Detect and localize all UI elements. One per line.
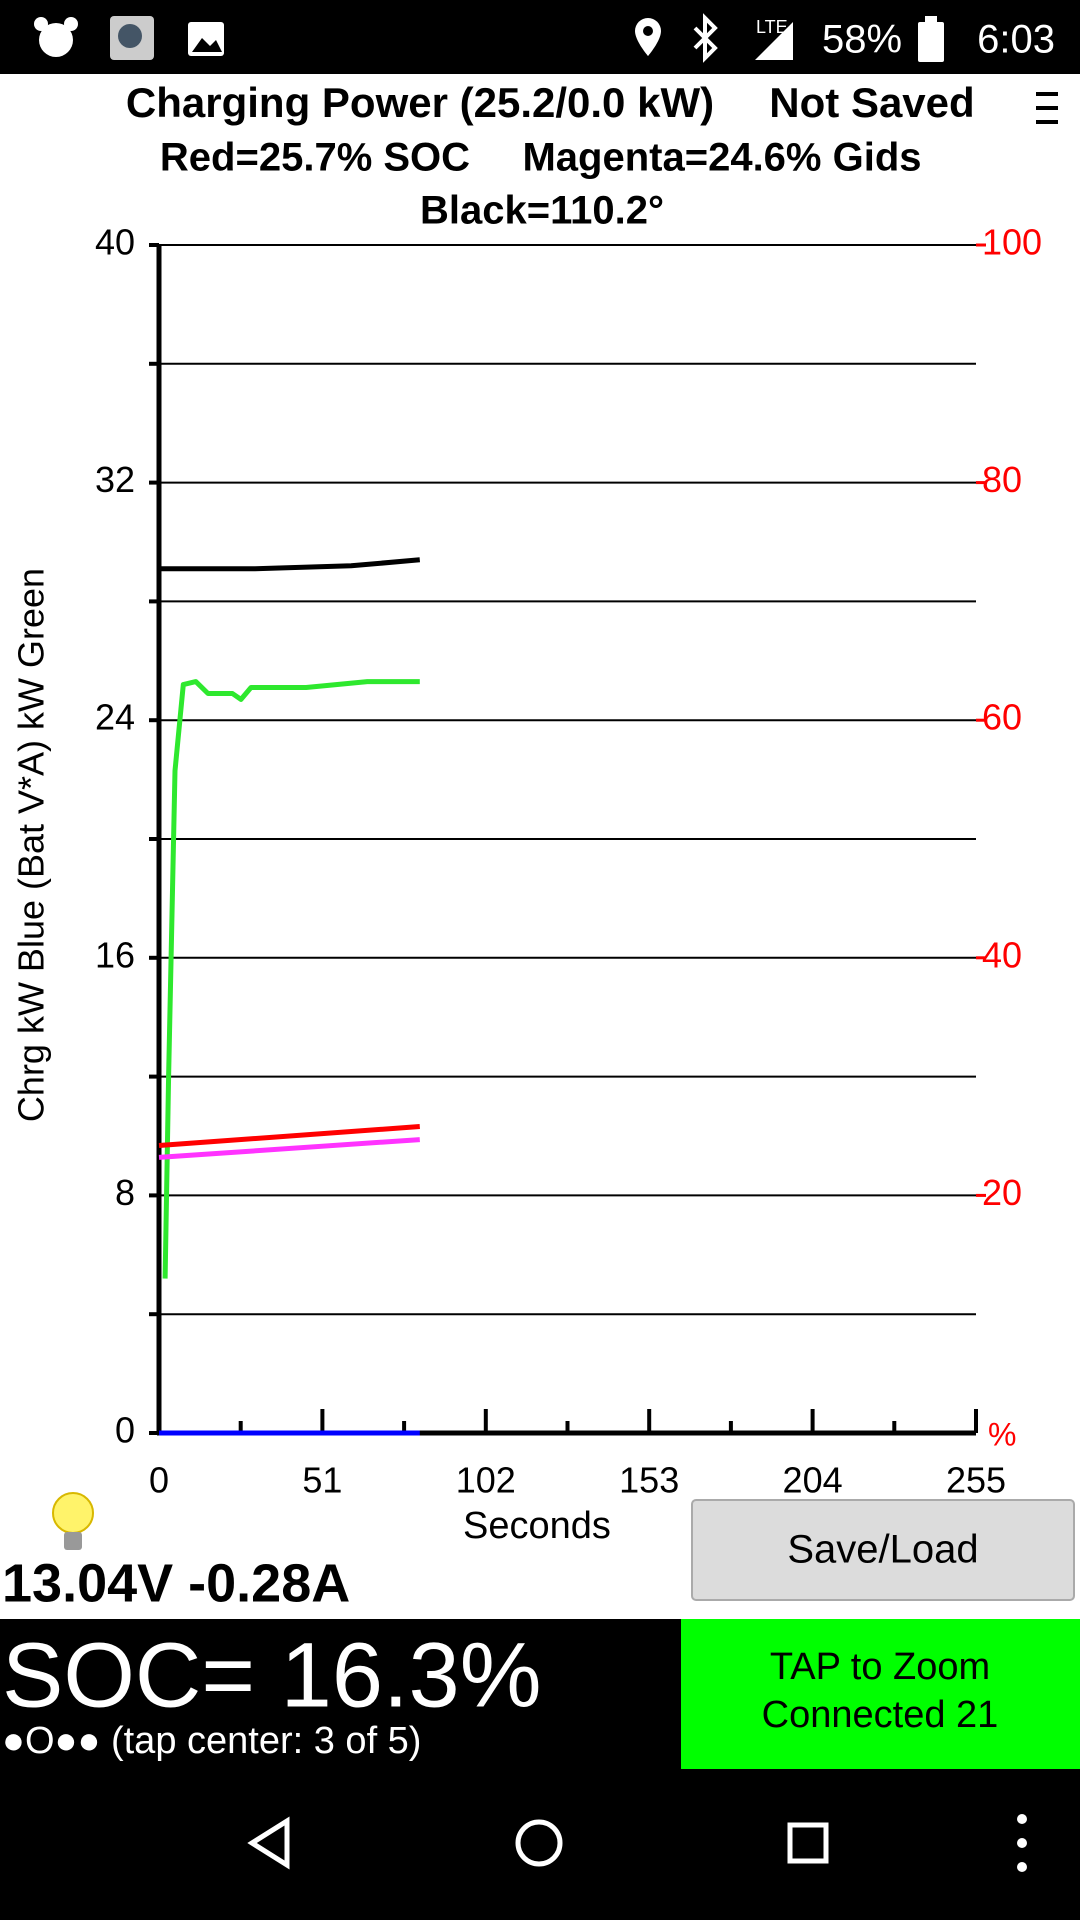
plot: 0 8 16 24 32 40 20 40 60 80 100% 0 51 102 153 204 255: [95, 222, 1042, 1501]
data-line: [158, 1137, 420, 1160]
x-axis-label: Seconds: [463, 1505, 611, 1547]
recents-button[interactable]: [787, 1822, 829, 1864]
chart-subtitle: Red=25.7% SOC: [160, 136, 470, 180]
network-type: LTE: [756, 17, 788, 37]
chart-title: Charging Power (25.2/0.0 kW): [126, 79, 714, 126]
chart-subtitle: Magenta=24.6% Gids: [522, 136, 921, 180]
x-tick-label: 102: [456, 1460, 516, 1501]
clock: 6:03: [977, 18, 1055, 62]
menu-button[interactable]: [1036, 92, 1058, 124]
chart-subtitle: Black=110.2°: [420, 189, 664, 233]
light-icon: [52, 1492, 94, 1550]
x-tick-label: 51: [302, 1460, 342, 1501]
x-tick-label: 204: [783, 1460, 843, 1501]
back-button[interactable]: [247, 1816, 290, 1870]
button-label: Connected 21: [762, 1694, 999, 1736]
x-tick-label: 0: [149, 1460, 169, 1501]
x-tick-label: 153: [619, 1460, 679, 1501]
home-button[interactable]: [515, 1819, 563, 1867]
button-label: TAP to Zoom: [770, 1646, 990, 1688]
navigation-bar: [247, 1814, 1027, 1872]
zoom-button[interactable]: TAP to Zoom Connected 21: [681, 1619, 1080, 1769]
y2-tick-label: 60: [982, 697, 1022, 738]
y2-tick-label: 80: [982, 459, 1022, 500]
save-load-button[interactable]: Save/Load: [691, 1499, 1075, 1601]
y2-tick-label: 100: [982, 222, 1042, 263]
x-tick-label: 255: [946, 1460, 1006, 1501]
overflow-button[interactable]: [1017, 1814, 1027, 1872]
y-tick-label: 0: [115, 1410, 135, 1451]
soc-readout: SOC= 16.3%: [2, 1624, 542, 1726]
data-line: [159, 557, 421, 572]
status-bar: [0, 0, 1080, 74]
y-tick-label: 32: [95, 459, 135, 500]
save-state: Not Saved: [769, 79, 974, 126]
data-line: [162, 679, 420, 1279]
system-icons: [635, 13, 944, 63]
voltage-current: 13.04V -0.28A: [2, 1553, 350, 1613]
y-tick-label: 40: [95, 222, 135, 263]
notification-icons: [34, 16, 224, 60]
button-label: Save/Load: [787, 1528, 978, 1572]
data-line: [158, 1124, 420, 1148]
y2-unit-label: %: [988, 1416, 1016, 1452]
y2-tick-label: 40: [982, 934, 1022, 975]
y-tick-label: 16: [95, 934, 135, 975]
y-axis-label: Chrg kW Blue (Bat V*A) kW Green: [11, 568, 52, 1122]
y-tick-label: 24: [95, 697, 135, 738]
page-indicator: ●O●● (tap center: 3 of 5): [2, 1720, 421, 1762]
y2-tick-label: 20: [982, 1172, 1022, 1213]
battery-level: 58%: [822, 18, 902, 62]
y-tick-label: 8: [115, 1172, 135, 1213]
